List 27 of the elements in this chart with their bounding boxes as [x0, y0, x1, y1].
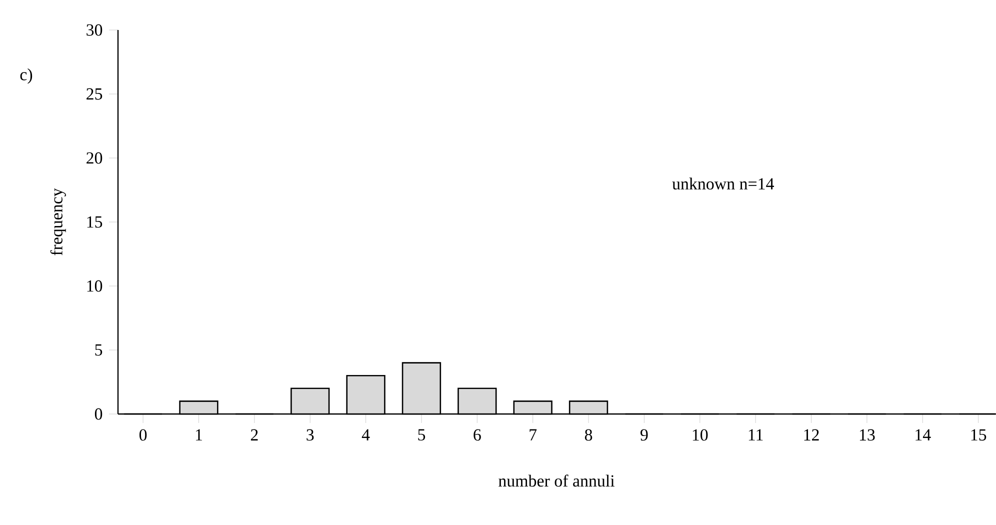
x-tick-label: 0: [139, 429, 147, 441]
y-tick-label: 30: [86, 24, 102, 36]
x-tick-label: 7: [530, 429, 537, 440]
x-tick-label: 13: [860, 429, 875, 441]
y-tick-label: 20: [86, 152, 102, 164]
y-tick-label: 0: [94, 408, 102, 420]
x-tick-label: 11: [748, 429, 763, 440]
x-tick-label: 2: [250, 429, 258, 440]
x-tick-label: 10: [692, 429, 708, 441]
x-axis-title: number of annuli: [498, 474, 615, 487]
x-tick-label: 9: [640, 429, 648, 441]
x-tick-label: 1: [196, 429, 202, 440]
x-tick-label: 6: [474, 429, 481, 441]
x-tick-label: 14: [916, 429, 931, 440]
x-tick-label: 3: [306, 429, 314, 441]
text: c): [20, 68, 32, 84]
x-tick-label: 5: [418, 429, 426, 441]
y-tick-label: 10: [87, 280, 102, 292]
x-tick-label: 15: [971, 429, 986, 441]
y-tick-label: 25: [86, 88, 102, 100]
y-tick-label: 5: [95, 344, 102, 356]
x-tick-label: 12: [804, 429, 819, 440]
y-tick-label: 15: [87, 216, 102, 228]
annotation: unknown n=14: [672, 178, 774, 190]
x-tick-label: 4: [362, 429, 370, 440]
y-axis-title: frequency: [50, 188, 66, 256]
x-tick-label: 8: [584, 429, 592, 441]
